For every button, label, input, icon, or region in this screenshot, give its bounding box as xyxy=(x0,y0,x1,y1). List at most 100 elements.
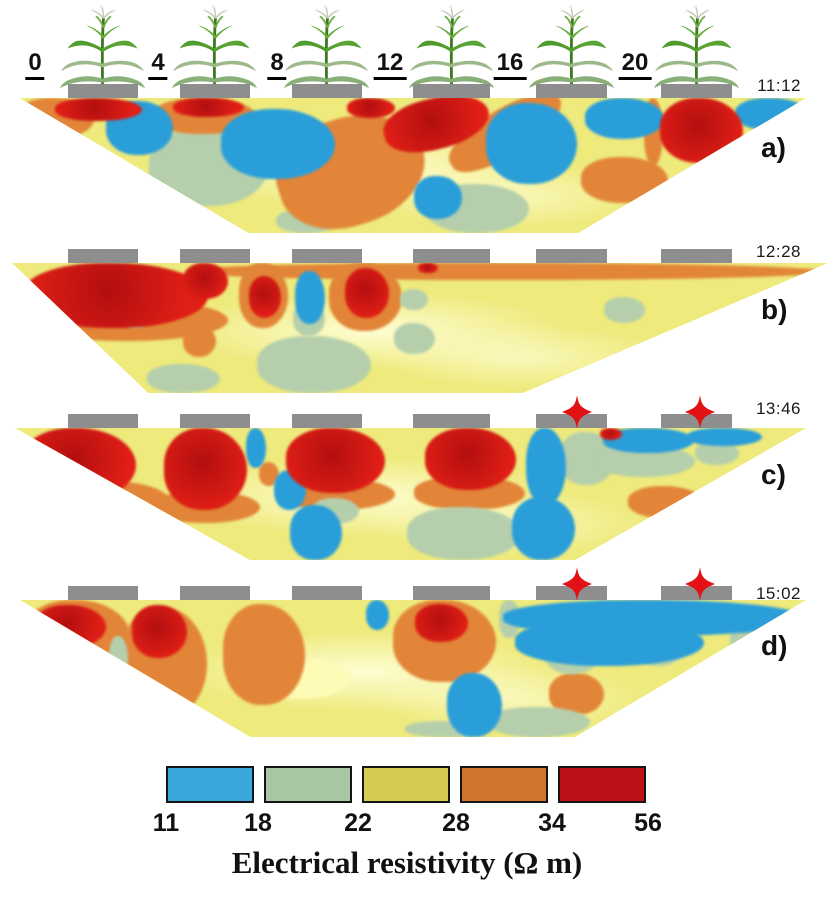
resistivity-zone-blue xyxy=(290,504,342,560)
resistivity-pattern-c xyxy=(15,428,806,560)
resistivity-zone-blue xyxy=(584,98,664,139)
resistivity-zone-green xyxy=(487,706,590,737)
electrode-bar xyxy=(292,249,362,264)
ert-pseudosection-a xyxy=(19,98,806,233)
legend-title: Electrical resistivity (Ω m) xyxy=(231,845,583,880)
resistivity-zone-green xyxy=(406,507,522,560)
resistivity-zone-orange xyxy=(191,263,828,280)
resistivity-zone-blue xyxy=(245,428,266,468)
electrode-bar xyxy=(536,249,607,264)
resistivity-pattern-a xyxy=(19,98,806,233)
panel-label-d: d) xyxy=(761,630,788,661)
resistivity-zone-green xyxy=(108,635,128,683)
red-star-icon xyxy=(685,395,715,429)
resistivity-zone-green xyxy=(393,322,435,354)
electrode-bar xyxy=(536,414,607,429)
resistivity-pattern-b xyxy=(12,263,828,393)
panel-label-b: b) xyxy=(761,294,788,325)
distance-label-8: 8 xyxy=(267,50,287,80)
corn-plant-icon xyxy=(168,5,262,90)
corn-plant-icon xyxy=(56,5,150,90)
resistivity-zone-red xyxy=(34,605,107,648)
distance-label-16: 16 xyxy=(493,50,527,80)
resistivity-zone-red xyxy=(24,263,208,328)
resistivity-zone-blue xyxy=(734,98,806,131)
resistivity-zone-green xyxy=(604,296,646,323)
legend-swatch xyxy=(264,766,352,803)
resistivity-zone-red xyxy=(286,428,386,493)
electrode-bar xyxy=(180,586,250,601)
electrode-bar xyxy=(413,84,490,99)
resistivity-zone-blue xyxy=(687,428,763,447)
distance-label-0: 0 xyxy=(25,50,45,80)
red-star-icon xyxy=(562,567,592,601)
resistivity-zone-blue xyxy=(525,428,566,505)
electrode-bar xyxy=(413,414,490,429)
resistivity-zone-green xyxy=(400,289,429,310)
electrode-bar xyxy=(536,586,607,601)
resistivity-zone-blue xyxy=(365,600,390,631)
panel-label-a: a) xyxy=(761,132,786,163)
legend-value-56: 56 xyxy=(634,809,662,837)
resistivity-zone-red xyxy=(344,268,389,318)
time-label-d: 15:02 xyxy=(755,584,801,603)
electrode-bar xyxy=(413,249,490,264)
legend-value-11: 11 xyxy=(152,809,180,837)
red-star-icon xyxy=(685,567,715,601)
resistivity-zone-orange xyxy=(628,486,704,518)
distance-label-12: 12 xyxy=(373,50,407,80)
ert-pseudosection-d xyxy=(20,600,806,737)
resistivity-zone-blue xyxy=(295,270,325,325)
legend-swatch xyxy=(460,766,548,803)
resistivity-zone-blue xyxy=(485,103,577,185)
resistivity-zone-red xyxy=(659,98,743,163)
resistivity-zone-green xyxy=(256,335,372,393)
corn-plant-icon xyxy=(280,5,374,90)
time-label-a: 11:12 xyxy=(757,76,801,95)
electrode-bar xyxy=(292,84,362,99)
resistivity-zone-red xyxy=(132,605,188,658)
electrode-bar xyxy=(536,84,607,99)
electrode-bar xyxy=(292,414,362,429)
electrode-bar xyxy=(68,586,138,601)
legend-value-34: 34 xyxy=(538,809,566,837)
resistivity-zone-orange xyxy=(222,604,306,706)
resistivity-zone-orange xyxy=(183,325,216,357)
resistivity-zone-orange xyxy=(258,462,280,487)
panel-label-c: c) xyxy=(761,459,786,490)
legend-value-22: 22 xyxy=(344,809,372,837)
corn-plant-icon xyxy=(405,5,499,90)
electrode-bar xyxy=(661,249,732,264)
ert-pseudosection-c xyxy=(15,428,806,560)
resistivity-pattern-d xyxy=(20,600,806,737)
resistivity-zone-red xyxy=(248,276,282,318)
electrode-bar xyxy=(180,249,250,264)
resistivity-zone-red xyxy=(54,98,142,121)
legend-swatch xyxy=(362,766,450,803)
corn-plant-icon xyxy=(525,5,619,90)
resistivity-zone-blue xyxy=(515,619,704,666)
electrode-bar xyxy=(68,84,138,99)
ert-pseudosection-b xyxy=(12,263,828,393)
electrode-bar xyxy=(180,414,250,429)
electrode-bar xyxy=(68,414,138,429)
legend-value-18: 18 xyxy=(244,809,272,837)
electrode-bar xyxy=(661,414,732,429)
electrode-bar xyxy=(180,84,250,99)
resistivity-zone-red xyxy=(424,428,516,491)
resistivity-zone-red xyxy=(347,98,395,119)
resistivity-zone-red xyxy=(183,263,229,300)
resistivity-zone-blue xyxy=(446,672,502,737)
resistivity-zone-orange xyxy=(50,480,170,521)
resistivity-zone-blue xyxy=(220,108,336,179)
resistivity-zone-red xyxy=(21,428,136,501)
electrode-bar xyxy=(661,84,732,99)
distance-label-4: 4 xyxy=(148,50,168,80)
resistivity-zone-blue xyxy=(414,176,462,220)
corn-plant-icon xyxy=(650,5,744,90)
time-label-b: 12:28 xyxy=(755,242,801,261)
resistivity-zone-red xyxy=(600,428,623,440)
resistivity-zone-green xyxy=(695,441,739,465)
resistivity-zone-green xyxy=(146,364,221,393)
